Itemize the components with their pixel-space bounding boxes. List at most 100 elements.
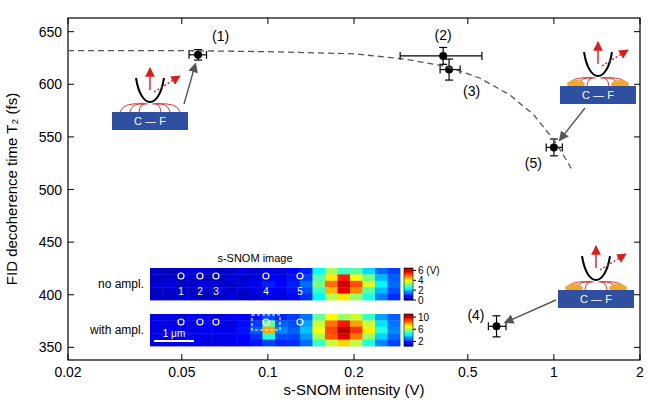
heat-cell: [363, 340, 376, 347]
heat-cell: [150, 294, 163, 301]
data-point: [493, 322, 501, 330]
data-layer: [68, 47, 571, 336]
x-error-cap: [481, 52, 482, 60]
inset-marker: [178, 273, 184, 279]
heat-cell: [250, 294, 263, 301]
colorbar-tick: [413, 329, 416, 330]
heat-cell: [325, 340, 338, 347]
heat-cell: [175, 320, 188, 327]
inset-marker-label: 5: [297, 286, 303, 297]
heat-cell: [388, 333, 401, 340]
heat-cell: [225, 340, 238, 347]
y-error-cap: [445, 58, 453, 59]
colorbar-tick-label: 2: [418, 285, 424, 296]
heat-cell: [163, 314, 176, 321]
colorbar-tick: [413, 300, 416, 301]
heat-cell: [263, 327, 276, 334]
heat-cell: [350, 287, 363, 294]
y-error-cap: [194, 59, 202, 60]
heat-cell: [213, 333, 226, 340]
x-tick-label: 0.02: [54, 364, 81, 380]
heat-cell: [188, 274, 201, 281]
scatter-arrow: [154, 76, 180, 92]
inset-marker-label: 4: [263, 286, 269, 297]
heat-cell: [363, 333, 376, 340]
field-line: [139, 104, 148, 112]
emission-arrow: [595, 246, 596, 268]
field-line: [598, 282, 607, 290]
heat-cell: [250, 333, 263, 340]
heat-cell: [275, 333, 288, 340]
colorbar-tick-label: 4: [418, 275, 424, 286]
heat-cell: [350, 333, 363, 340]
heat-cell: [350, 294, 363, 301]
x-error-cap: [439, 66, 440, 74]
heat-cell: [313, 320, 326, 327]
heat-cell: [188, 333, 201, 340]
schematic: C — F: [112, 63, 196, 130]
sample-box: [112, 112, 188, 130]
inset-marker: [263, 273, 269, 279]
heat-cell: [313, 281, 326, 288]
heat-cell: [363, 327, 376, 334]
heat-cell: [163, 268, 176, 275]
scale-bar-label: 1 μm: [163, 328, 185, 339]
heat-cell: [150, 320, 163, 327]
heat-cell: [163, 274, 176, 281]
heat-cell: [250, 281, 263, 288]
pointer-arrow: [505, 300, 556, 323]
heat-cell: [250, 268, 263, 275]
y-tick-label: 450: [39, 234, 63, 250]
inset-marker: [213, 319, 219, 325]
y-tick: [68, 347, 74, 348]
heat-cell: [225, 327, 238, 334]
y-tick: [68, 136, 74, 137]
sample-box: [560, 86, 636, 104]
schematic: C — F: [505, 246, 634, 323]
heat-cell: [275, 274, 288, 281]
scatter-arrow: [600, 254, 626, 270]
heat-cell: [150, 287, 163, 294]
x-tick-label: 0.2: [344, 364, 364, 380]
heat-cell: [388, 320, 401, 327]
heat-cell: [175, 314, 188, 321]
y-tick: [68, 189, 74, 190]
heat-cell: [350, 274, 363, 281]
heat-cell: [350, 281, 363, 288]
sample-box: [558, 290, 634, 308]
point-label: (3): [463, 83, 480, 99]
heat-cell: [163, 294, 176, 301]
x-tick-label: 0.05: [168, 364, 195, 380]
x-error-cap: [188, 51, 189, 59]
x-error-cap: [546, 143, 547, 151]
pointer-arrow: [184, 63, 196, 104]
heat-cell: [225, 274, 238, 281]
heat-cell: [338, 268, 351, 275]
inset-marker: [297, 273, 303, 279]
heat-cell: [363, 294, 376, 301]
point-label: (4): [467, 307, 484, 323]
inset-image: [150, 268, 400, 300]
heat-cell: [325, 333, 338, 340]
heat-cell: [213, 327, 226, 334]
heat-cell: [338, 274, 351, 281]
heat-cell: [338, 320, 351, 327]
heat-cell: [250, 287, 263, 294]
heat-cell: [200, 327, 213, 334]
x-tick-label: 0.5: [458, 364, 478, 380]
heat-cell: [313, 268, 326, 275]
x-tick: [68, 18, 69, 24]
point-label: (2): [435, 27, 452, 43]
data-point: [550, 143, 558, 151]
inset-marker: [178, 319, 184, 325]
fit-curve: [68, 51, 571, 169]
heat-cell: [275, 287, 288, 294]
colorbar-tick-label: 6 (V): [418, 265, 440, 276]
heat-cell: [238, 281, 251, 288]
heat-cell: [163, 281, 176, 288]
heat-cell: [388, 294, 401, 301]
heat-cell: [225, 287, 238, 294]
heat-cell: [350, 320, 363, 327]
heat-cell: [388, 340, 401, 347]
x-tick-label: 1: [550, 364, 558, 380]
